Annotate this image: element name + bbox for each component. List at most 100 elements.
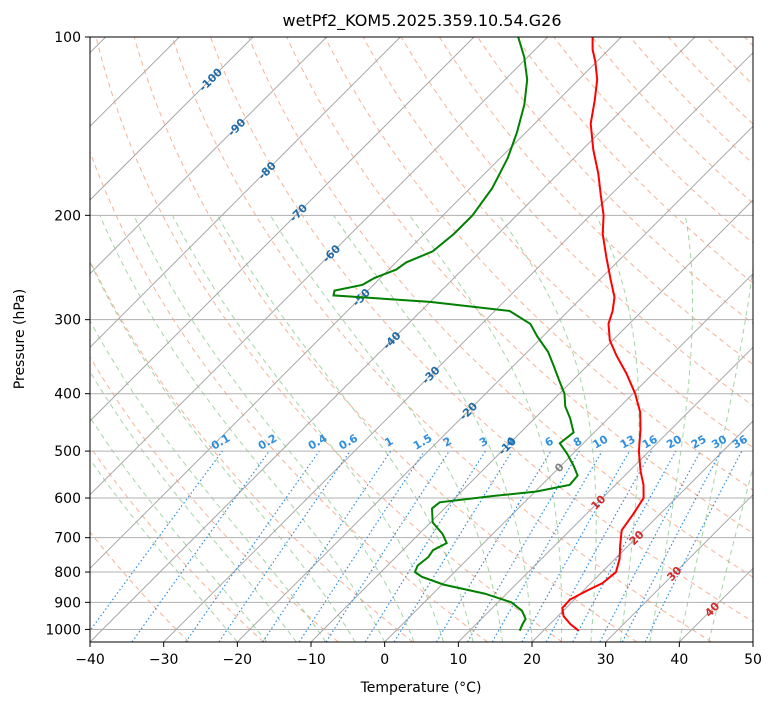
dry-adiabat-line xyxy=(90,445,264,642)
moist-adiabat-line xyxy=(595,215,640,642)
dry-adiabat-line xyxy=(90,531,190,642)
mixing-ratio-label: 6 xyxy=(543,434,556,449)
mixing-ratio-label: 0.4 xyxy=(306,431,330,452)
mixing-ratio-line xyxy=(393,450,513,642)
x-tick-label: 50 xyxy=(744,652,762,668)
mixing-ratio-line xyxy=(298,450,425,642)
mixing-ratio-label: 1 xyxy=(382,435,395,450)
isotherm-label: 10 xyxy=(588,492,608,512)
isotherm-line xyxy=(310,199,753,642)
moist-adiabat-line xyxy=(409,215,563,642)
moist-adiabat-line xyxy=(498,215,597,642)
moist-adiabat-line xyxy=(269,215,503,642)
mixing-ratio-line xyxy=(218,450,351,642)
dry-adiabat-line xyxy=(95,37,563,642)
x-tick-label: 30 xyxy=(597,652,615,668)
dry-adiabat-line xyxy=(515,37,753,284)
isotherm-line xyxy=(531,420,753,642)
x-axis-label: Temperature (°C) xyxy=(360,680,482,696)
y-tick-label: 500 xyxy=(54,444,81,460)
mixing-ratio-label: 1.5 xyxy=(411,432,434,453)
dry-adiabat-line xyxy=(90,356,339,642)
dewpoint-trace xyxy=(332,37,579,632)
mixing-ratio-line xyxy=(262,450,392,642)
mixing-ratio-line xyxy=(545,450,653,642)
y-tick-label: 400 xyxy=(54,387,81,403)
plot-frame xyxy=(89,36,754,643)
moist-adiabat-line xyxy=(708,465,753,642)
mixing-ratio-label: 10 xyxy=(591,432,611,451)
y-tick-label: 700 xyxy=(54,531,81,547)
x-tick-label: −40 xyxy=(75,652,105,668)
isotherm-line xyxy=(90,37,254,201)
mixing-ratio-label: 8 xyxy=(571,435,584,450)
isotherm-line xyxy=(384,272,753,642)
dry-adiabat-line xyxy=(90,259,414,642)
mixing-ratio-line xyxy=(325,450,450,642)
isotherm-line xyxy=(752,641,753,642)
mixing-ratio-label: 30 xyxy=(709,432,729,451)
isotherm-line xyxy=(90,37,696,642)
moist-adiabat-line xyxy=(90,458,238,642)
sounding-traces xyxy=(332,37,645,632)
dry-adiabat-line xyxy=(400,37,753,407)
chart-title: wetPf2_KOM5.2025.359.10.54.G26 xyxy=(282,11,561,31)
moist-adiabat-line xyxy=(90,370,297,642)
mixing-ratio-line xyxy=(572,450,677,642)
moist-adiabat-line xyxy=(99,215,386,642)
y-tick-label: 1000 xyxy=(45,622,81,638)
isotherm-line xyxy=(90,37,475,422)
dry-adiabat-line xyxy=(248,37,753,578)
isotherm-line xyxy=(90,37,328,275)
dry-adiabat-line xyxy=(171,37,712,642)
pressure-gridlines xyxy=(90,36,753,630)
y-tick-label: 900 xyxy=(54,595,81,611)
temperature-trace xyxy=(561,37,645,632)
dry-adiabat-line xyxy=(744,37,753,47)
isotherm-line xyxy=(236,125,753,642)
moist-adiabat-line xyxy=(649,215,693,642)
dry-adiabat-line xyxy=(90,150,488,642)
moist-adiabat-line xyxy=(90,319,327,642)
mixing-ratio-label: 3 xyxy=(477,435,490,450)
isotherm-line xyxy=(90,37,401,349)
isotherm-line xyxy=(163,51,753,642)
moist-adiabat-line xyxy=(90,416,268,642)
moist-adiabat-line xyxy=(90,260,356,642)
mixing-ratio-label: 13 xyxy=(618,433,638,452)
y-tick-label: 800 xyxy=(54,565,81,581)
isotherm-line xyxy=(90,37,549,496)
mixing-ratio-lines: 0.1 0.2 0.4 0.6 1 1.5 2 3 4 6 8 10 13 16 20 25 30 36 xyxy=(90,431,750,642)
dry-adiabat-line xyxy=(133,37,638,642)
moist-adiabat-line xyxy=(678,264,753,642)
isotherm-line xyxy=(605,493,753,642)
x-tick-label: 0 xyxy=(380,652,389,668)
mixing-ratio-label: 36 xyxy=(730,432,750,451)
y-tick-label: 300 xyxy=(54,313,81,329)
dry-adiabat-line xyxy=(438,37,753,366)
isotherm-line xyxy=(457,346,753,642)
isotherm-lines xyxy=(90,37,753,642)
mixing-ratio-line xyxy=(131,450,270,642)
mixing-ratio-line xyxy=(521,450,631,642)
y-axis-label: Pressure (hPa) xyxy=(12,289,28,389)
mixing-ratio-label: 0.2 xyxy=(256,432,279,453)
isotherm-label: -10 xyxy=(496,434,519,457)
isotherm-line xyxy=(678,567,753,642)
mixing-ratio-line xyxy=(90,450,223,632)
dry-adiabat-line xyxy=(668,37,753,125)
mixing-ratio-label: 25 xyxy=(689,433,709,452)
moist-adiabat-line xyxy=(333,215,533,642)
mixing-ratio-label: 0.1 xyxy=(209,432,232,453)
x-tick-label: 40 xyxy=(670,652,688,668)
dry-adiabat-line xyxy=(706,37,753,86)
mixing-ratio-line xyxy=(644,450,743,642)
moist-adiabat-line xyxy=(172,215,445,642)
isotherm-line xyxy=(90,37,622,570)
mixing-ratio-line xyxy=(185,450,320,642)
y-tick-label: 600 xyxy=(54,491,81,507)
x-tick-label: 20 xyxy=(523,652,541,668)
y-tick-label: 100 xyxy=(54,30,81,46)
